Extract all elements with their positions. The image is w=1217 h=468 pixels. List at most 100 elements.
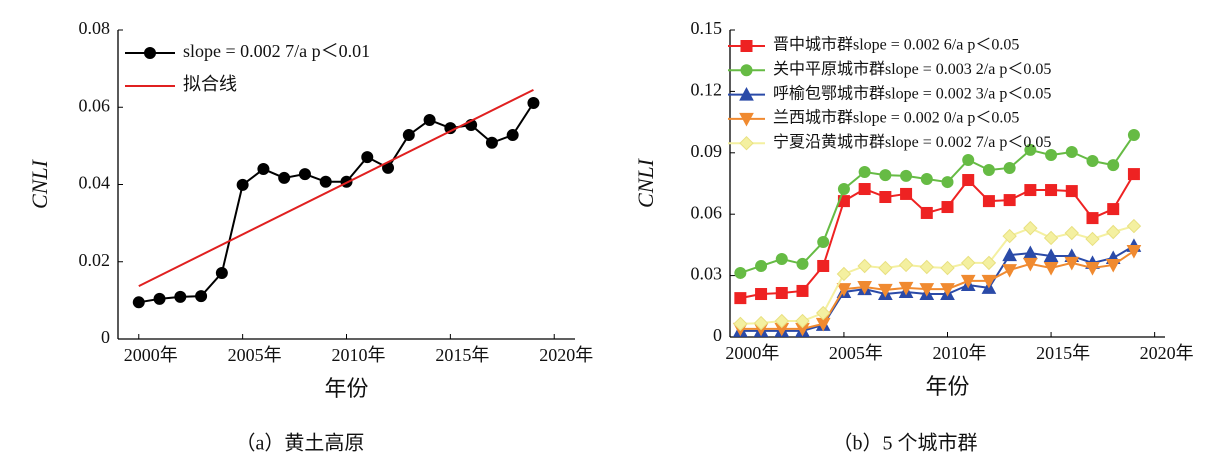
marker [795, 313, 810, 329]
marker [1003, 161, 1016, 174]
y-tick-label: 0.06 [691, 202, 723, 222]
marker [257, 163, 270, 176]
marker [1023, 257, 1038, 272]
legend-label: 晋中城市群slope = 0.002 6/a p＜0.05 [773, 36, 1019, 54]
marker [1126, 218, 1142, 234]
x-tick-label: 2010年 [933, 343, 987, 363]
marker [962, 174, 975, 187]
marker [1126, 245, 1142, 259]
x-tick-label: 2020年 [539, 345, 593, 365]
marker [1043, 262, 1059, 276]
marker [1085, 231, 1100, 247]
marker [775, 253, 788, 266]
marker [900, 169, 913, 182]
x-axis-title: 年份 [324, 376, 368, 401]
marker [982, 195, 995, 208]
x-tick-label: 2000年 [124, 345, 178, 365]
caption: （a）黄土高原 [236, 432, 365, 455]
marker [1107, 203, 1120, 216]
marker [1045, 149, 1058, 162]
legend-marker [740, 40, 753, 52]
marker [878, 260, 893, 276]
marker [423, 113, 436, 126]
marker [527, 97, 540, 110]
legend-label: slope = 0.002 7/a p＜0.01 [183, 41, 370, 61]
marker [878, 283, 893, 298]
y-tick-label: 0.12 [691, 80, 723, 100]
legend-marker [144, 47, 156, 59]
marker [236, 178, 249, 191]
marker [981, 255, 997, 271]
series-line [740, 225, 1135, 325]
marker [857, 281, 872, 295]
marker [817, 236, 830, 249]
marker [153, 292, 166, 305]
legend-label: 宁夏沿黄城市群slope = 0.002 7/a p＜0.05 [773, 133, 1051, 151]
marker [1023, 220, 1038, 236]
y-tick-label: 0.08 [79, 18, 111, 38]
legend-label: 呼榆包鄂城市群slope = 0.002 3/a p＜0.05 [773, 84, 1051, 102]
marker [195, 290, 208, 303]
y-tick-label: 0.06 [79, 95, 111, 115]
marker [940, 260, 955, 276]
marker [1105, 258, 1121, 273]
x-tick-label: 2005年 [228, 345, 282, 365]
marker [1127, 128, 1140, 141]
x-tick-label: 2015年 [435, 345, 489, 365]
marker [1003, 194, 1016, 207]
marker [1086, 154, 1099, 167]
marker [919, 283, 935, 297]
marker [1065, 145, 1078, 158]
marker [920, 206, 933, 219]
marker [755, 288, 768, 301]
marker [919, 259, 934, 275]
marker [734, 266, 747, 279]
y-tick-label: 0.03 [691, 264, 723, 284]
marker [1127, 168, 1140, 181]
marker [1064, 256, 1080, 271]
marker [941, 201, 954, 214]
y-tick-label: 0.15 [691, 18, 723, 38]
marker [1064, 225, 1079, 241]
marker [857, 258, 872, 274]
y-tick-label: 0.09 [691, 141, 723, 161]
marker [1086, 212, 1099, 225]
marker [816, 305, 831, 321]
y-tick-label: 0.02 [79, 250, 111, 270]
marker [1107, 159, 1120, 172]
y-axis-title: CNLI [27, 158, 52, 209]
marker [361, 151, 374, 164]
marker [900, 187, 913, 200]
marker [962, 153, 975, 166]
marker [879, 191, 892, 204]
legend-marker [739, 87, 754, 101]
marker [961, 255, 976, 271]
marker [775, 286, 788, 299]
marker [858, 166, 871, 179]
marker [485, 136, 498, 149]
marker [1002, 264, 1017, 278]
marker [836, 283, 852, 297]
marker [1043, 230, 1059, 246]
legend-label: 拟合线 [183, 74, 237, 94]
marker [940, 283, 955, 297]
marker [1024, 184, 1037, 197]
marker [298, 168, 311, 181]
y-tick-label: 0 [101, 327, 110, 347]
marker [1106, 224, 1121, 240]
marker [402, 129, 415, 142]
marker [733, 316, 748, 332]
marker [174, 290, 187, 303]
marker [1043, 248, 1059, 262]
marker [898, 281, 914, 296]
y-axis-title: CNLI [633, 157, 658, 208]
marker [1002, 228, 1017, 244]
marker [796, 257, 809, 270]
marker [734, 292, 747, 305]
y-tick-label: 0 [713, 325, 722, 345]
legend-marker [740, 64, 753, 77]
marker [1085, 262, 1100, 276]
x-tick-label: 2020年 [1140, 343, 1194, 363]
